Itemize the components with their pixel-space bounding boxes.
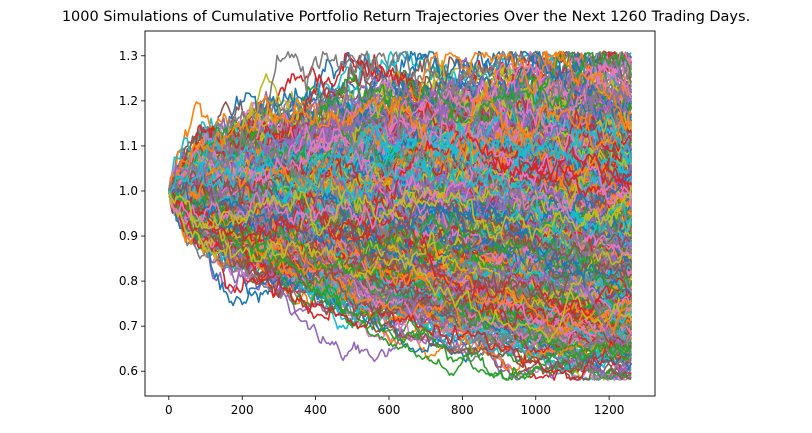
- y-tick-label: 0.6: [119, 364, 138, 378]
- y-tick-label: 0.9: [119, 229, 138, 243]
- y-tick-label: 0.8: [119, 274, 138, 288]
- y-axis: 0.6 0.7 0.8 0.9 1.0 1.1 1.2 1.3: [119, 49, 145, 378]
- x-axis: 0 200 400 600 800 1000 1200: [165, 396, 624, 417]
- simulation-line: [168, 190, 632, 381]
- simulation-line: [168, 170, 632, 265]
- simulation-line: [168, 164, 632, 256]
- x-tick-label: 800: [451, 403, 474, 417]
- simulation-line: [168, 162, 632, 283]
- x-tick-label: 1000: [520, 403, 551, 417]
- simulation-line: [168, 127, 632, 257]
- simulation-line: [168, 190, 632, 381]
- simulation-line: [168, 184, 632, 381]
- simulation-line: [168, 190, 632, 317]
- simulation-line: [168, 179, 632, 295]
- x-tick-label: 1200: [594, 403, 625, 417]
- simulation-line: [168, 180, 632, 307]
- y-tick-label: 1.3: [119, 49, 138, 63]
- simulation-line: [168, 190, 632, 343]
- simulation-line: [168, 113, 632, 201]
- simulation-line: [168, 81, 632, 200]
- x-tick-label: 0: [165, 403, 173, 417]
- x-tick-label: 600: [378, 403, 401, 417]
- simulation-line: [168, 50, 632, 192]
- x-tick-label: 400: [304, 403, 327, 417]
- chart-title: 1000 Simulations of Cumulative Portfolio…: [0, 9, 812, 25]
- simulation-line: [168, 123, 632, 244]
- simulation-line: [168, 131, 632, 242]
- simulation-line: [168, 50, 632, 192]
- x-tick-label: 200: [231, 403, 254, 417]
- plot-frame: [144, 30, 656, 397]
- y-tick-label: 0.7: [119, 319, 138, 333]
- y-tick-label: 1.0: [119, 184, 138, 198]
- simulation-line: [168, 178, 632, 307]
- simulation-line: [168, 185, 632, 296]
- y-tick-label: 1.1: [119, 139, 138, 153]
- simulation-line: [168, 181, 632, 242]
- y-tick-label: 1.2: [119, 94, 138, 108]
- series-layer: [168, 50, 632, 381]
